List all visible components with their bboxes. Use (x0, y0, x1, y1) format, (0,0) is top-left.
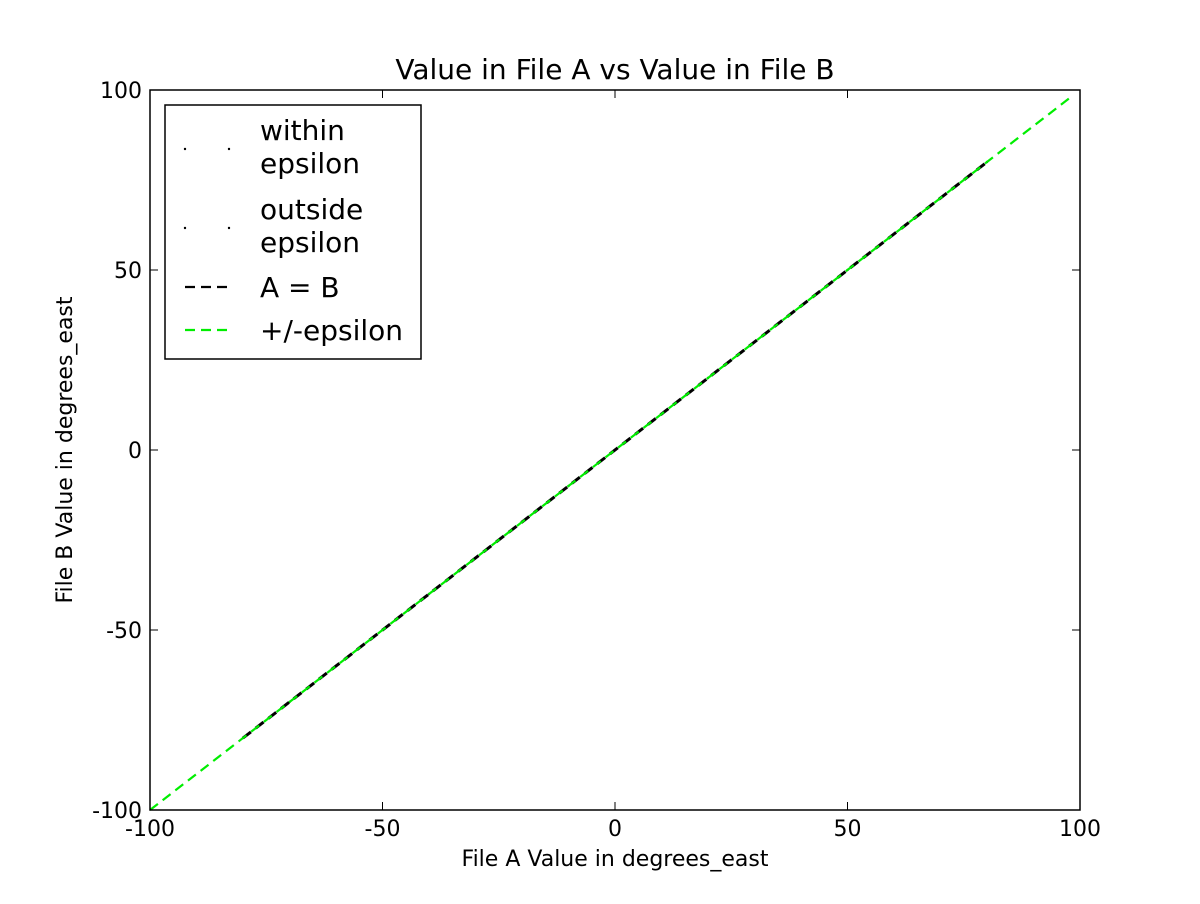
legend-point-swatch (227, 147, 231, 151)
legend-label: +/-epsilon (260, 314, 403, 347)
y-axis-label: File B Value in degrees_east (53, 296, 78, 603)
y-tick-label: 50 (114, 259, 142, 284)
legend-frame (164, 104, 422, 360)
x-tick-label: 100 (1059, 817, 1101, 842)
legend-point-swatch (183, 147, 187, 151)
y-tick-label: -50 (106, 619, 142, 644)
legend-label: A = B (260, 271, 340, 304)
x-tick-label: -50 (365, 817, 401, 842)
chart-title: Value in File A vs Value in File B (395, 53, 834, 86)
x-axis-label: File A Value in degrees_east (462, 847, 769, 872)
y-tick-label: 100 (100, 79, 142, 104)
legend-label: epsilon (260, 147, 360, 180)
y-tick-label: -100 (92, 799, 142, 824)
legend-label: epsilon (260, 226, 360, 259)
y-tick-label: 0 (128, 439, 142, 464)
y-axis-ticks: -100 -50 0 50 100 (92, 79, 1080, 824)
legend-label: within (260, 114, 345, 147)
x-tick-label: 50 (834, 817, 862, 842)
legend-point-swatch (227, 226, 231, 230)
series-line-3 (149, 96, 1072, 811)
legend-point-swatch (183, 226, 187, 230)
x-tick-label: -100 (125, 817, 175, 842)
x-tick-label: 0 (608, 817, 622, 842)
x-axis-ticks: -100 -50 0 50 100 (125, 90, 1101, 842)
legend-label: outside (260, 193, 363, 226)
